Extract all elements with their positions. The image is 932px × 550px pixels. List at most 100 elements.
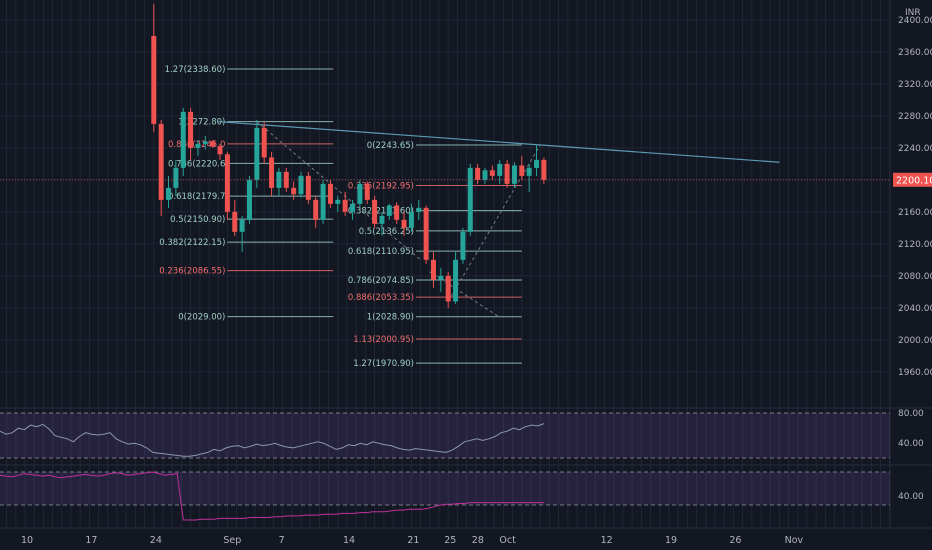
price-tick-label: 2120.00 [898, 240, 932, 250]
fib-level-label: 0.5(2136.25) [359, 227, 414, 237]
date-tick-label: Sep [223, 535, 241, 546]
price-tick-label: 2000.00 [898, 336, 932, 346]
candle-down [423, 207, 429, 260]
price-tick-label: 2040.00 [898, 304, 932, 314]
fib-level-label: 0.618(2110.95) [348, 247, 414, 257]
candle-up [335, 199, 341, 204]
fib-level-label: 1(2272.80) [178, 118, 225, 128]
candle-up [408, 211, 414, 228]
rsi-band [0, 413, 890, 458]
candle-down [188, 111, 194, 148]
candle-up [276, 171, 282, 188]
rsi-line [0, 423, 545, 457]
date-tick-label: 7 [279, 535, 285, 546]
candle-up [453, 259, 459, 302]
price-tick-label: 2160.00 [898, 208, 932, 218]
candle-up [467, 167, 473, 232]
fib-level-label: 0.5(2150.90) [170, 215, 225, 225]
lower-tick-label: 40.00 [898, 492, 924, 502]
time-axis[interactable]: 10 17 24 Sep 7 14 21 25 28 Oct 12 19 26 Nov [21, 535, 804, 546]
candle-up [379, 215, 385, 224]
candle-down [519, 165, 525, 176]
price-tick-label: 2400.00 [898, 16, 932, 26]
candle-down [283, 171, 289, 188]
candle-down [269, 157, 275, 188]
fib-level-label: 1.27(2338.60) [165, 65, 226, 75]
candle-down [313, 199, 319, 220]
trendline-segment [218, 121, 780, 163]
date-tick-label: 17 [85, 535, 97, 546]
fib-level-label: 1.13(2000.95) [353, 335, 414, 345]
indicator-backgrounds [0, 412, 890, 506]
fib-diagonal [447, 144, 541, 302]
candle-down [261, 127, 267, 158]
fib-level-label: 0(2029.00) [178, 313, 225, 323]
fib-level-label: 0.618(2179.7 [168, 192, 225, 202]
date-tick-label: 25 [444, 535, 456, 546]
candle-up [350, 203, 356, 212]
lower-band [0, 472, 890, 505]
candle-down [475, 167, 481, 180]
fib-level-label: 1.27(1970.90) [353, 359, 414, 369]
candle-down [224, 154, 230, 212]
candle-down [158, 123, 164, 200]
candle-down [445, 275, 451, 302]
candles [0, 3, 890, 308]
candle-up [497, 163, 503, 176]
candle-down [210, 141, 216, 147]
candle-down [291, 187, 297, 195]
lower-indicator-line [0, 471, 544, 521]
candle-down [151, 35, 157, 124]
candle-up [511, 165, 517, 184]
candle-up [386, 205, 392, 216]
price-tick-label: 2360.00 [898, 48, 932, 58]
date-tick-label: Nov [785, 535, 804, 546]
date-tick-label: 12 [601, 535, 613, 546]
price-tick-label: 2240.00 [898, 144, 932, 154]
candle-up [202, 141, 208, 144]
price-tick-label: 2320.00 [898, 80, 932, 90]
candle-up [195, 143, 201, 148]
candle-up [180, 111, 186, 168]
candle-down [232, 211, 238, 232]
date-tick-label: 21 [407, 535, 419, 546]
candle-down [305, 175, 311, 200]
candle-up [357, 183, 363, 204]
candle-up [482, 170, 488, 180]
fib-level-label: 0.236(2086.55) [159, 267, 225, 277]
date-tick-label: Oct [499, 535, 516, 546]
rsi-tick-label: 80.00 [898, 409, 924, 419]
grid [0, 0, 932, 529]
date-tick-label: 19 [665, 535, 677, 546]
candle-up [246, 179, 252, 220]
candle-up [526, 167, 532, 176]
fib-level-label: 0.886(2053.35) [348, 293, 414, 303]
candle-up [416, 207, 422, 212]
fib-level-label: 1(2028.90) [367, 313, 414, 323]
candle-down [489, 170, 495, 176]
candle-down [217, 146, 223, 155]
candle-up [166, 187, 172, 200]
candle-up [173, 167, 179, 188]
candle-up [534, 159, 540, 168]
candle-down [541, 159, 547, 180]
date-tick-label: 14 [343, 535, 355, 546]
fib-level-label: 0.382(2161.60) [348, 207, 414, 217]
fib-level-label: 0.786(2220.6 [168, 159, 225, 169]
price-tick-label: 1960.00 [898, 368, 932, 378]
candle-down [327, 183, 333, 204]
candle-up [460, 231, 466, 260]
candle-down [364, 183, 370, 200]
price-tick-label: 2280.00 [898, 112, 932, 122]
date-tick-label: 28 [472, 535, 484, 546]
trendline [218, 121, 780, 163]
candle-up [298, 175, 304, 195]
candle-down [504, 163, 510, 184]
date-tick-label: 26 [729, 535, 741, 546]
last-price-label: 2200.10 [896, 175, 932, 186]
candle-up [320, 183, 326, 220]
candle-down [430, 259, 436, 280]
candle-up [438, 275, 444, 280]
